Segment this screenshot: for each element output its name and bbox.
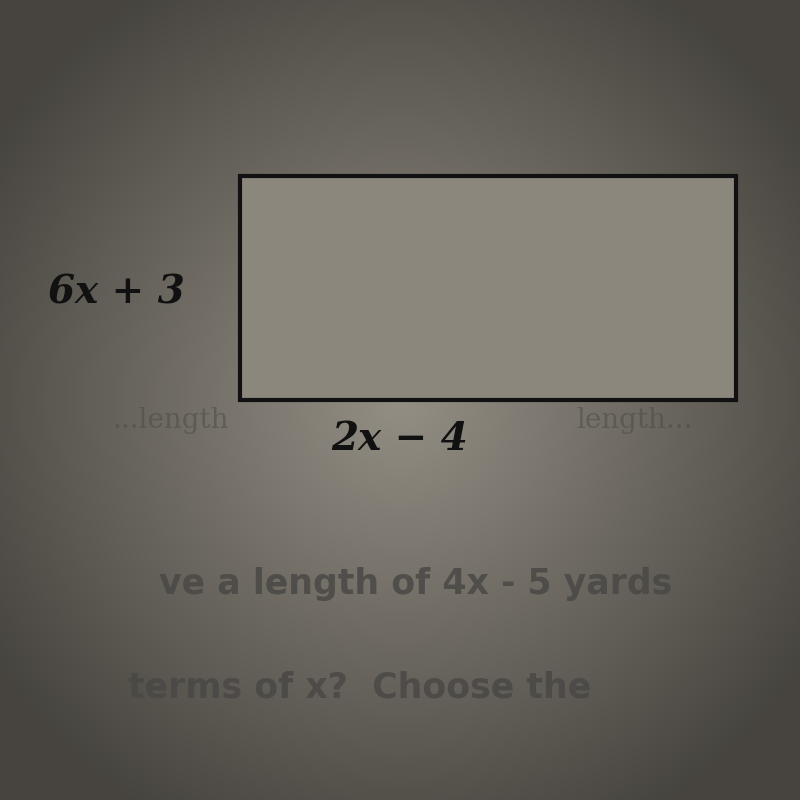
Bar <box>240 176 736 400</box>
Bar <box>240 176 736 400</box>
Text: length...: length... <box>576 406 693 434</box>
Text: ...length: ...length <box>112 406 229 434</box>
Text: 6x + 3: 6x + 3 <box>48 273 185 311</box>
Text: 2x − 4: 2x − 4 <box>332 420 468 458</box>
Text: terms of x?  Choose the: terms of x? Choose the <box>128 671 592 705</box>
Text: ve a length of 4x - 5 yards: ve a length of 4x - 5 yards <box>159 567 673 601</box>
